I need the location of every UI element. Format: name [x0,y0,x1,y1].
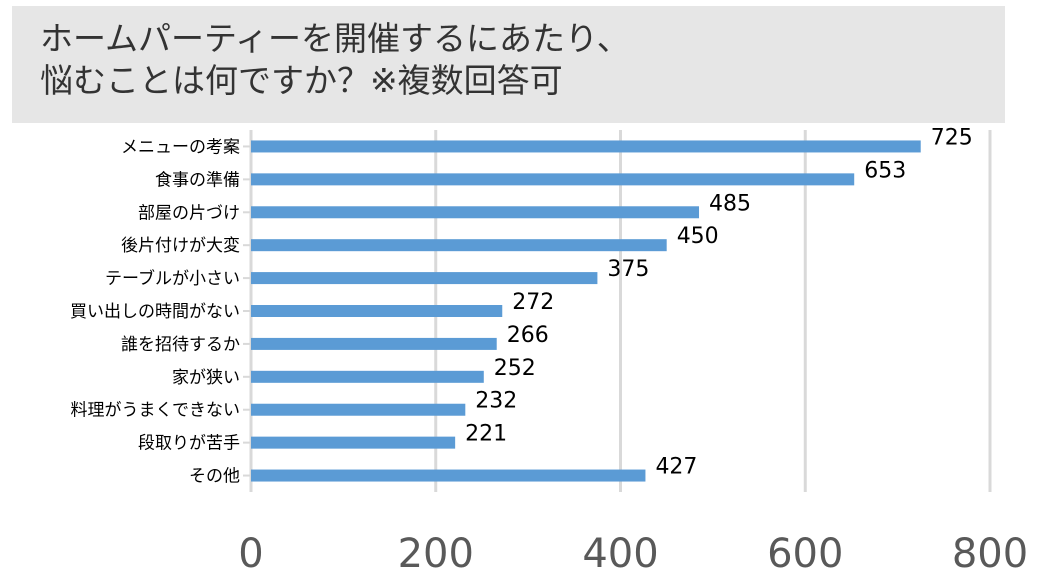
data-label: 653 [864,158,906,183]
bar [251,206,700,219]
category-label: 段取りが苦手 [138,434,240,454]
category-label: 食事の準備 [155,170,240,190]
category-label: 後片付けが大変 [121,236,240,256]
data-label: 725 [931,125,973,150]
x-tick-label: 600 [767,531,843,577]
data-label: 266 [507,323,549,348]
x-tick-label: 400 [582,531,658,577]
category-label: テーブルが小さい [105,268,240,289]
category-label: 買い出しの時間がない [70,302,240,322]
data-label: 450 [677,224,719,249]
category-label: 家が狭い [172,368,240,388]
chart-title-line-1: ホームパーティーを開催するにあたり、 [40,19,630,58]
bar [251,239,667,252]
data-label: 221 [465,422,507,447]
data-label: 427 [655,455,697,480]
bar [251,305,503,317]
category-label: その他 [189,467,240,487]
data-label: 232 [475,389,517,414]
bar [251,403,466,416]
bar [251,469,646,482]
category-label: メニューの考案 [121,137,240,157]
x-tick-label: 800 [952,531,1028,577]
bar [251,272,598,285]
x-tick-label: 0 [238,531,263,577]
bar [251,173,855,186]
data-label: 485 [709,191,751,216]
category-label: 料理がうまくできない [71,401,241,421]
chart-title-line-2: 悩むことは何ですか？※複数回答可 [40,61,563,100]
x-tick-label: 200 [398,531,474,577]
chart-title: ホームパーティーを開催するにあたり、 悩むことは何ですか？※複数回答可 [12,6,1005,123]
bar [251,436,456,449]
category-label: 誰を招待するか [121,335,240,355]
bar [251,337,497,350]
data-label: 272 [512,290,554,315]
category-label: 部屋の片づけ [138,203,240,223]
data-label: 252 [494,356,536,381]
data-label: 375 [607,257,649,282]
bar [251,370,484,383]
bar [251,140,921,153]
